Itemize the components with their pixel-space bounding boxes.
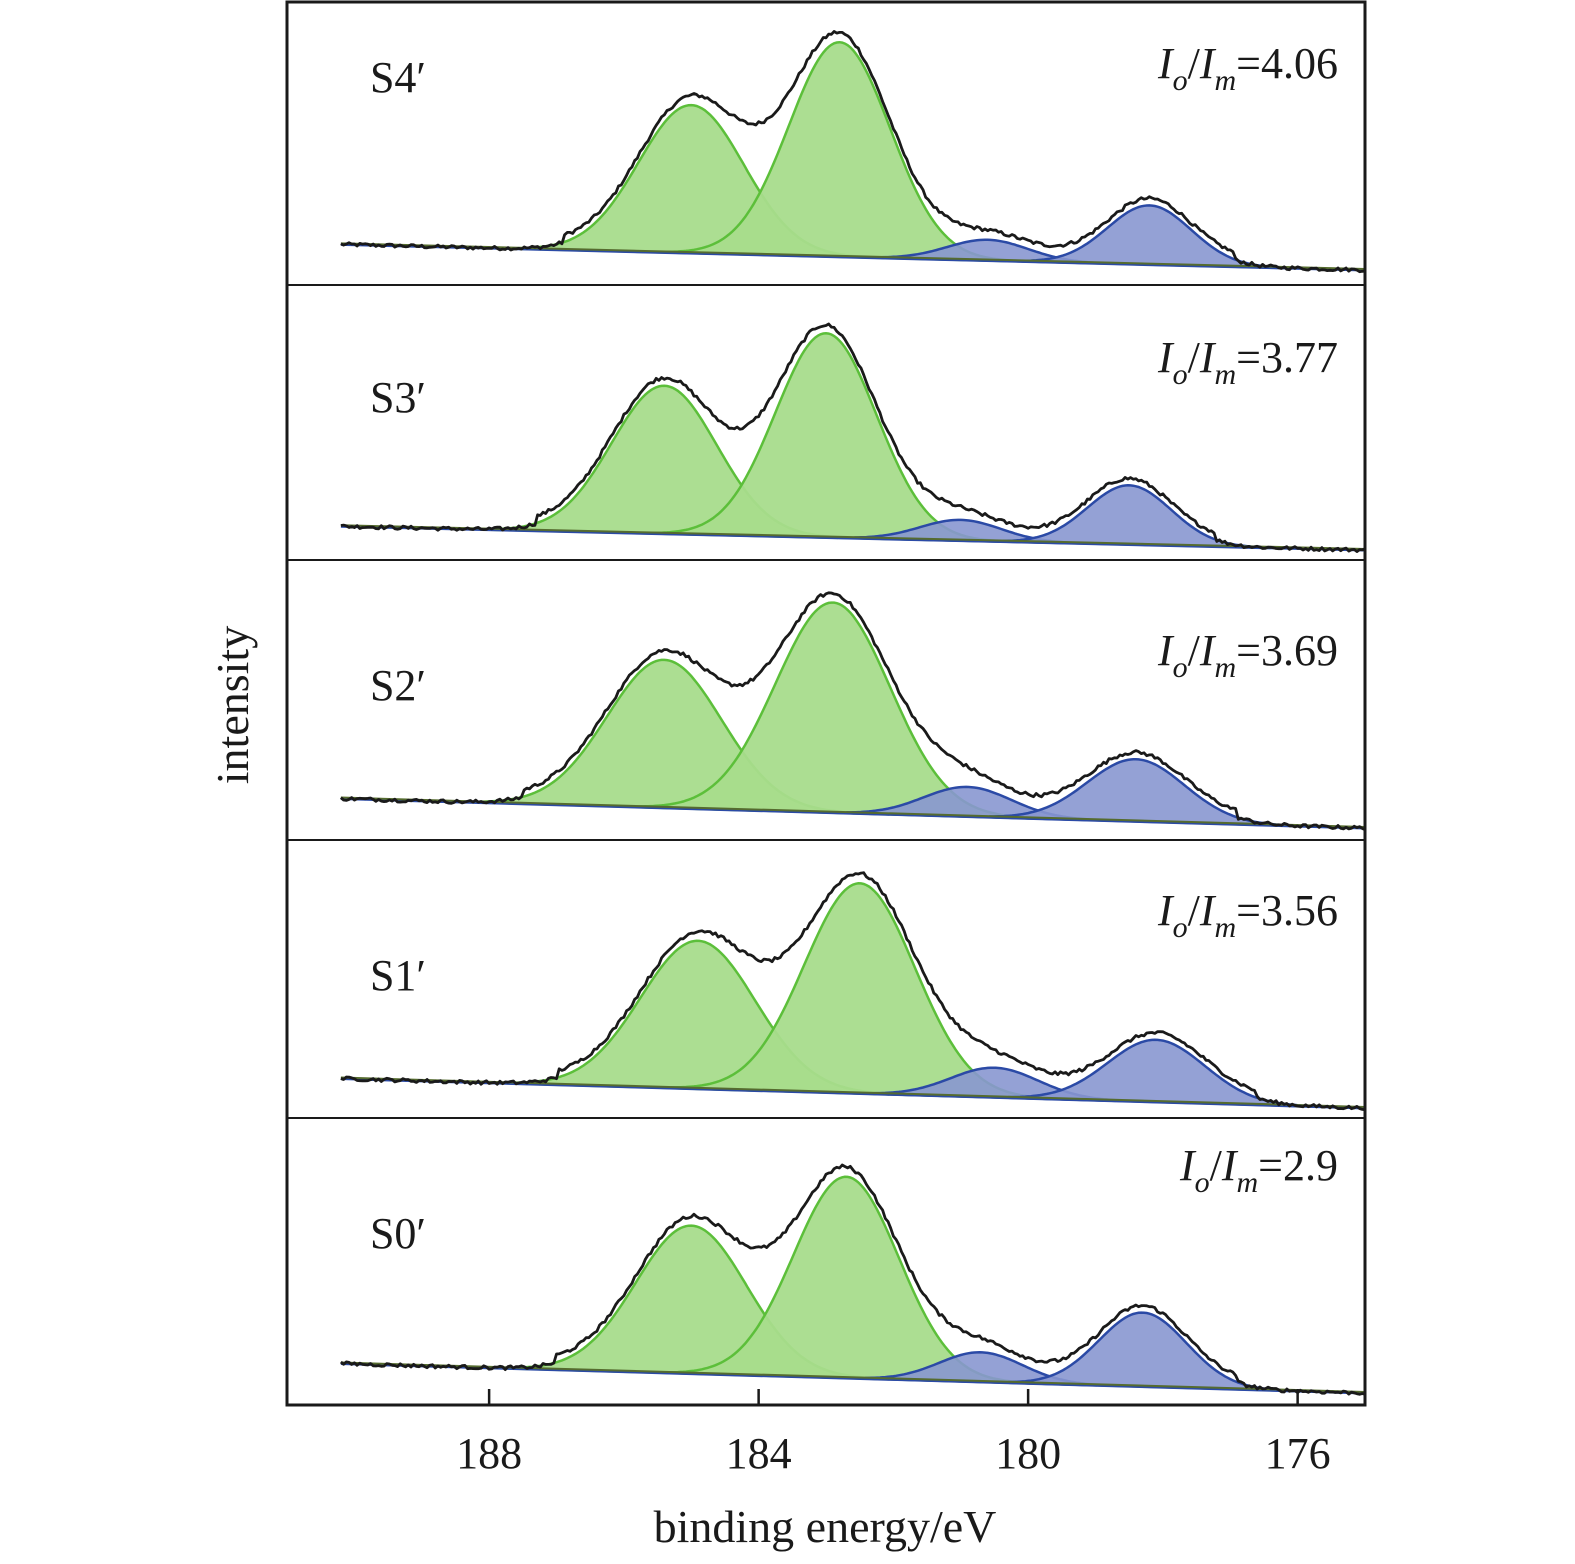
measured-spectrum — [340, 30, 1366, 274]
ratio-label: Io/Im=3.77 — [1157, 333, 1338, 391]
x-axis-ticks: 188 184 180 176 — [456, 1389, 1331, 1478]
ratio-label: Io/Im=2.9 — [1179, 1141, 1338, 1199]
ratio-part-2: o — [1173, 358, 1188, 391]
background-line — [340, 242, 1366, 270]
panel-label: S0′ — [370, 1209, 426, 1258]
plot-border — [285, 0, 1367, 1407]
x-tick-label: 188 — [456, 1429, 522, 1478]
ratio-part-5: m — [1215, 651, 1237, 684]
ratio-part-5: m — [1215, 911, 1237, 944]
ratio-part-3: / — [1188, 626, 1201, 675]
ratio-part-3: / — [1188, 886, 1201, 935]
ratio-part-4: I — [1199, 333, 1217, 382]
ratio-part-6: =3.69 — [1236, 626, 1338, 675]
ratio-part-6: =4.06 — [1236, 39, 1338, 88]
spectra-panels: S4′ Io/Im=4.06S3′Io/Im=3.77S2′Io/Im=3.69S… — [339, 30, 1366, 1396]
panel-label: S2′ — [370, 661, 426, 710]
ratio-part-6: =3.56 — [1236, 886, 1338, 935]
measured-spectrum — [340, 871, 1366, 1112]
x-tick-label: 180 — [995, 1429, 1061, 1478]
ratio-part-3: / — [1188, 333, 1201, 382]
panel-label: S3′ — [370, 373, 426, 422]
ratio-part-1: I — [1157, 333, 1175, 382]
measured-spectrum — [340, 322, 1366, 553]
fit-peak-4 — [1021, 204, 1278, 270]
ratio-part-5: m — [1237, 1166, 1259, 1199]
background-line — [340, 796, 1366, 828]
ratio-part-2: o — [1173, 64, 1188, 97]
ratio-label: Io/Im=3.69 — [1157, 626, 1338, 684]
ratio-part-1: I — [1157, 626, 1175, 675]
ratio-part-2: o — [1195, 1166, 1210, 1199]
ratio-part-4: I — [1199, 886, 1217, 935]
ratio-part-1: I — [1157, 886, 1175, 935]
ratio-part-6: =3.77 — [1236, 333, 1338, 382]
measured-spectrum — [339, 1163, 1366, 1396]
chart-frame — [285, 0, 1367, 1407]
ratio-part-3: / — [1188, 39, 1201, 88]
ratio-part-4: I — [1221, 1141, 1239, 1190]
ratio-label: Io/Im=3.56 — [1157, 886, 1338, 944]
measured-spectrum — [339, 591, 1366, 831]
ratio-part-4: I — [1199, 626, 1217, 675]
ratio-part-5: m — [1215, 358, 1237, 391]
panel-s3: S3′Io/Im=3.77 — [340, 322, 1366, 553]
ratio-label: Io/Im=4.06 — [1157, 39, 1338, 97]
panel-label: S1′ — [370, 951, 426, 1000]
panel-s1: S1′Io/Im=3.56 — [340, 871, 1366, 1112]
panel-s4: S4′ Io/Im=4.06 — [340, 30, 1366, 274]
ratio-part-5: m — [1215, 64, 1237, 97]
ratio-part-3: / — [1210, 1141, 1223, 1190]
ratio-part-4: I — [1199, 39, 1217, 88]
x-axis-label: binding energy/eV — [654, 1501, 997, 1552]
x-tick-label: 176 — [1265, 1429, 1331, 1478]
panel-label: S4′ — [370, 53, 426, 102]
ratio-part-1: I — [1179, 1141, 1197, 1190]
panel-s2: S2′Io/Im=3.69 — [339, 591, 1366, 831]
ratio-part-2: o — [1173, 911, 1188, 944]
fit-peak-4 — [1008, 1311, 1278, 1392]
ratio-part-2: o — [1173, 651, 1188, 684]
ratio-part-1: I — [1157, 39, 1175, 88]
x-tick-label: 184 — [726, 1429, 792, 1478]
panel-s0: S0′Io/Im=2.9 — [339, 1141, 1366, 1396]
ratio-part-6: =2.9 — [1258, 1141, 1338, 1190]
y-axis-label: intensity — [207, 626, 258, 784]
